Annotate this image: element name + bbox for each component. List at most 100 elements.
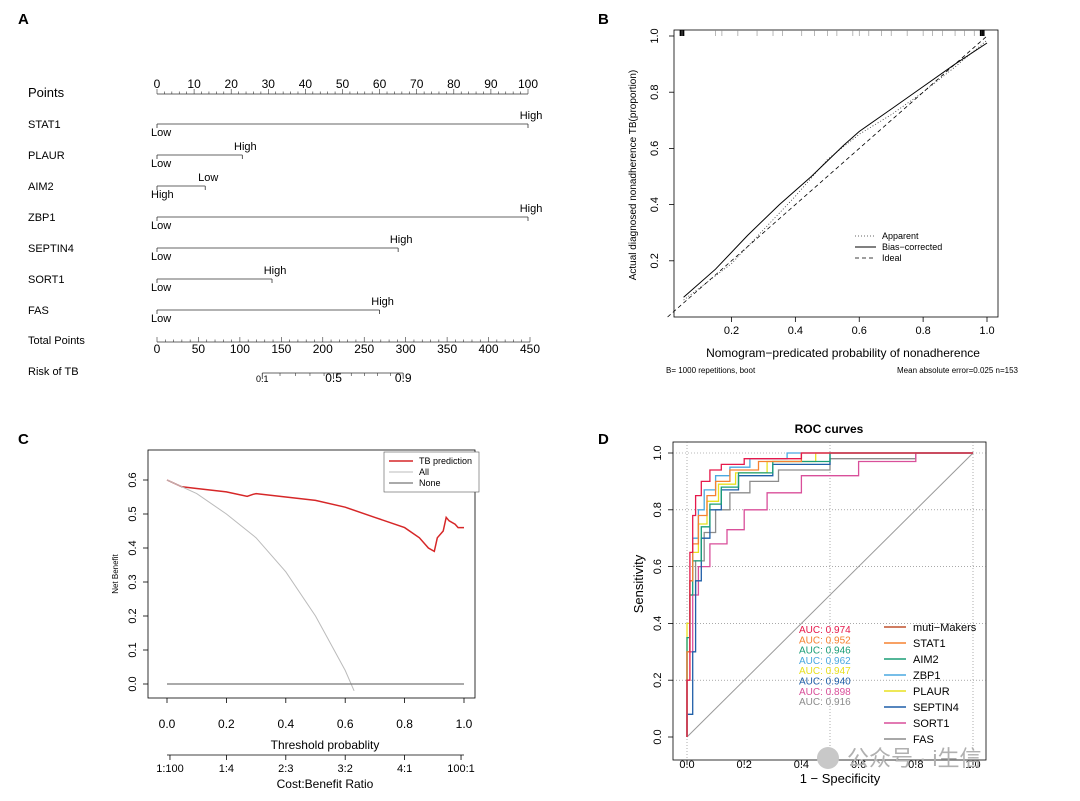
total-tick-label: 100	[230, 342, 250, 356]
wechat-icon	[817, 747, 839, 769]
calibration-footer-left: B= 1000 repetitions, boot	[666, 366, 756, 375]
roc-ytick-label: 1.0	[652, 445, 664, 460]
roc-diagonal	[686, 452, 974, 738]
row-high-label: High	[520, 110, 543, 122]
calibration-lines	[667, 35, 988, 318]
calibration-rug	[679, 30, 985, 36]
row-low-label: Low	[151, 251, 171, 263]
dca-ratio-label: 4:1	[397, 763, 412, 775]
calibration-xtick-label: 0.8	[915, 325, 930, 337]
dca-lines	[166, 479, 464, 691]
legend-bias-corrected: Bias−corrected	[882, 242, 942, 252]
roc-auc-label: AUC: 0.952	[799, 635, 851, 646]
risk-axis: 0.1 0.5 0.9	[256, 371, 412, 385]
row-low-label: Low	[151, 313, 171, 325]
points-tick-label: 60	[373, 77, 387, 91]
points-tick-label: 30	[262, 77, 276, 91]
risk-label: Risk of TB	[28, 366, 79, 378]
points-label: Points	[28, 85, 65, 100]
dca-ytick-label: 0.4	[127, 540, 139, 555]
risk-tick-label: 0.9	[395, 371, 412, 385]
roc-legend-label: muti−Makers	[913, 622, 977, 634]
roc-xtick-label: 0.4	[794, 759, 809, 771]
roc-legend-label: ZBP1	[913, 670, 941, 682]
total-tick-label: 250	[354, 342, 374, 356]
row-label-stat1: STAT1	[28, 119, 61, 131]
roc-legend-label: SEPTIN4	[913, 702, 959, 714]
roc-legend-label: PLAUR	[913, 686, 950, 698]
row-label-plaur: PLAUR	[28, 150, 65, 162]
nomogram-rows: STAT1 Low High PLAUR Low High AIM2 High Low ZBP1 L…	[28, 110, 542, 325]
legend-all: All	[419, 467, 429, 477]
calibration-panel: 0.2 0.4 0.6 0.8 1.0 0.2 0.4 0.6 0.8 1.0 Apparent …	[628, 28, 1019, 375]
row-label-aim2: AIM2	[28, 181, 54, 193]
roc-xtick-label: 0.6	[851, 759, 866, 771]
row-low-label: Low	[151, 158, 171, 170]
panel-letter-b: B	[598, 11, 609, 28]
roc-auc-label: AUC: 0.898	[799, 687, 851, 698]
points-tick-label: 20	[225, 77, 239, 91]
risk-tick-label: 0.5	[325, 371, 342, 385]
row-low-label: High	[151, 189, 174, 201]
row-label-sort1: SORT1	[28, 274, 64, 286]
row-high-label: High	[264, 265, 287, 277]
roc-grid: 0.0 0.0 0.2 0.2 0.4 0.4 0.6 0.6 0.8 0.8 1.0 1.0	[652, 442, 986, 771]
dca-frame	[147, 449, 476, 699]
calibration-footer-right: Mean absolute error=0.025 n=153	[897, 366, 1019, 375]
points-tick-label: 40	[299, 77, 313, 91]
roc-xtick-label: 0.0	[679, 759, 694, 771]
roc-ytick-label: 0.4	[652, 616, 664, 631]
roc-legend-label: STAT1	[913, 638, 946, 650]
row-low-label: Low	[151, 282, 171, 294]
roc-ytick-label: 0.0	[652, 729, 664, 744]
total-tick-label: 150	[271, 342, 291, 356]
dca-ratio-label: 1:100	[156, 763, 184, 775]
calibration-xtick-label: 0.6	[852, 325, 867, 337]
row-high-label: High	[234, 141, 257, 153]
calibration-xtick-label: 0.2	[724, 325, 739, 337]
dca-ytick-label: 0.1	[127, 642, 139, 657]
dca-legend: TB prediction All None	[383, 451, 480, 493]
roc-legend-label: FAS	[913, 734, 934, 746]
dca-ratio-label: 2:3	[278, 763, 293, 775]
calibration-ytick-label: 0.2	[649, 253, 661, 268]
row-label-zbp1: ZBP1	[28, 212, 56, 224]
dca-ratio-label: 1:4	[219, 763, 234, 775]
row-high-label: High	[520, 203, 543, 215]
calibration-frame	[673, 29, 999, 318]
roc-xlabel: 1 − Specificity	[800, 771, 881, 786]
total-tick-label: 0	[154, 342, 161, 356]
row-high-label: High	[371, 296, 394, 308]
row-label-fas: FAS	[28, 305, 49, 317]
dca-ticks: 0.0 0.2 0.4 0.6 0.8 1.0 1:100 1:4 2:3 3:2 4:1 100:1…	[127, 472, 475, 775]
total-tick-label: 200	[313, 342, 333, 356]
panel-letter-a: A	[18, 11, 29, 28]
calibration-legend: Apparent Bias−corrected Ideal	[855, 231, 942, 263]
calibration-xlabel: Nomogram−predicated probability of nonad…	[706, 346, 980, 360]
points-tick-label: 50	[336, 77, 350, 91]
total-points-axis: 0 50 100 150 200 250 300 350 400 450	[154, 337, 540, 356]
risk-tick-label: 0.1	[256, 374, 269, 384]
calibration-xtick-label: 1.0	[979, 325, 994, 337]
dca-xtick-label: 0.2	[218, 717, 235, 731]
roc-line	[686, 452, 973, 737]
roc-line	[686, 452, 973, 737]
roc-auc-label: AUC: 0.946	[799, 646, 851, 657]
calibration-ytick-label: 0.4	[649, 197, 661, 212]
calibration-ylabel: Actual diagnosed nonadherence TB(proport…	[628, 70, 639, 281]
calibration-ytick-label: 1.0	[649, 28, 661, 43]
watermark-text: 公众号 · i生信	[847, 746, 981, 771]
dca-ytick-label: 0.6	[127, 472, 139, 487]
dca-ytick-label: 0.0	[127, 676, 139, 691]
dca-ratio-label: 100:1	[447, 763, 475, 775]
roc-auc-label: AUC: 0.940	[799, 677, 851, 688]
total-tick-label: 50	[192, 342, 206, 356]
roc-ytick-label: 0.8	[652, 502, 664, 517]
all-line	[166, 479, 355, 691]
dca-ylabel: Net Benefit	[111, 553, 120, 593]
row-high-label: Low	[198, 172, 218, 184]
watermark: 公众号 · i生信	[817, 746, 981, 771]
dca-xlabel: Threshold probablity	[271, 738, 380, 752]
points-tick-label: 90	[484, 77, 498, 91]
